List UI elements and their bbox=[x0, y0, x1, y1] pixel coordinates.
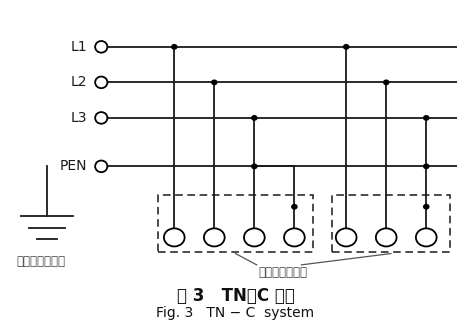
Ellipse shape bbox=[284, 228, 305, 246]
Text: PEN: PEN bbox=[60, 159, 87, 173]
Text: L2: L2 bbox=[71, 75, 87, 89]
Ellipse shape bbox=[383, 79, 390, 85]
Text: 外露可导电部分: 外露可导电部分 bbox=[258, 266, 307, 279]
Ellipse shape bbox=[376, 228, 397, 246]
Ellipse shape bbox=[95, 77, 107, 88]
Ellipse shape bbox=[251, 115, 258, 121]
Text: L1: L1 bbox=[71, 40, 87, 54]
Ellipse shape bbox=[251, 163, 258, 169]
Ellipse shape bbox=[416, 228, 437, 246]
Ellipse shape bbox=[291, 204, 298, 210]
Ellipse shape bbox=[204, 228, 225, 246]
Ellipse shape bbox=[95, 41, 107, 53]
Bar bbox=[332, 195, 450, 252]
Ellipse shape bbox=[423, 115, 430, 121]
Ellipse shape bbox=[164, 228, 185, 246]
Text: L3: L3 bbox=[71, 111, 87, 125]
Text: 图 3   TN－C 系统: 图 3 TN－C 系统 bbox=[177, 287, 294, 305]
Bar bbox=[158, 195, 313, 252]
Ellipse shape bbox=[343, 44, 349, 50]
Ellipse shape bbox=[171, 44, 178, 50]
Ellipse shape bbox=[423, 163, 430, 169]
Ellipse shape bbox=[95, 112, 107, 124]
Ellipse shape bbox=[423, 204, 430, 210]
Ellipse shape bbox=[211, 79, 218, 85]
Ellipse shape bbox=[95, 161, 107, 172]
Ellipse shape bbox=[336, 228, 357, 246]
Ellipse shape bbox=[244, 228, 265, 246]
Text: 电力系统接地点: 电力系统接地点 bbox=[16, 255, 65, 268]
Text: Fig. 3   TN − C  system: Fig. 3 TN − C system bbox=[156, 306, 315, 320]
